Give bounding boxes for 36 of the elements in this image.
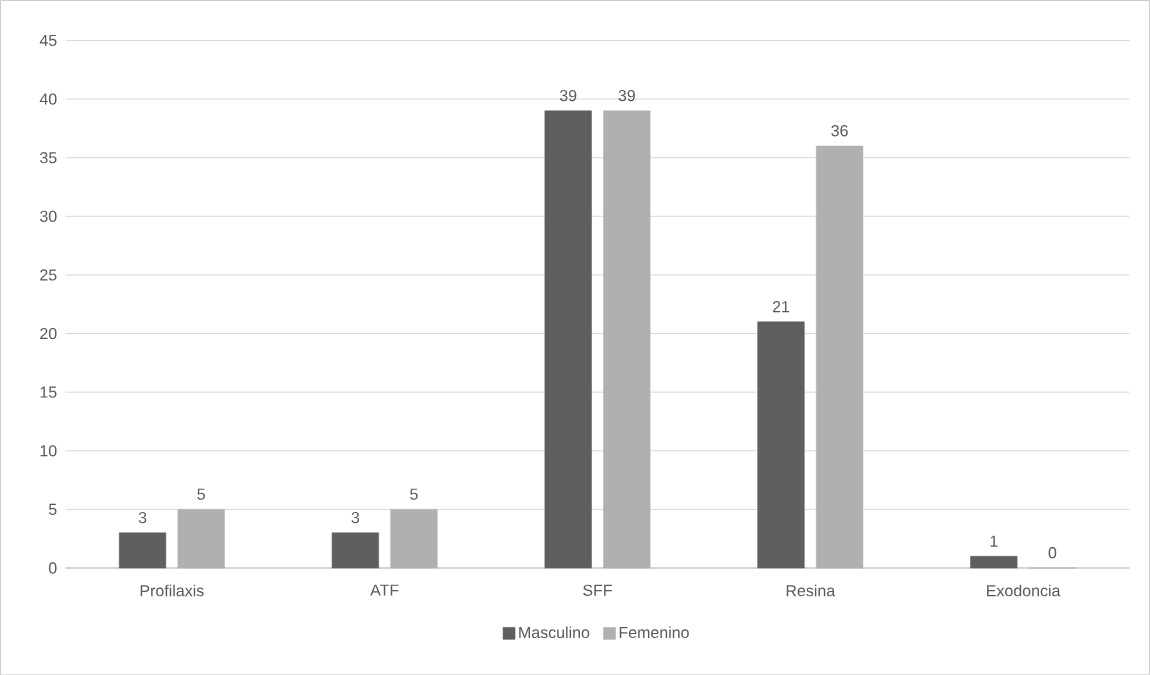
data-label: 39 xyxy=(618,89,635,101)
data-label: 1 xyxy=(990,535,998,547)
data-label: 0 xyxy=(1048,546,1057,559)
bar xyxy=(177,508,225,569)
y-tick-label: 25 xyxy=(40,269,57,281)
y-tick-label: 15 xyxy=(40,386,57,398)
y-tick-label: 30 xyxy=(40,210,57,222)
x-tick-label: Exodoncia xyxy=(987,584,1061,597)
legend-label: Femenino xyxy=(619,626,689,638)
x-tick-label: ATF xyxy=(370,584,399,596)
y-tick-label: 45 xyxy=(39,34,57,46)
data-label: 5 xyxy=(197,488,205,500)
x-tick-label: SFF xyxy=(583,584,612,596)
data-label: 36 xyxy=(831,124,848,137)
y-tick-label: 40 xyxy=(39,93,57,105)
bar xyxy=(970,555,1018,569)
bar xyxy=(544,110,592,569)
bar xyxy=(603,110,651,569)
y-tick-label: 0 xyxy=(48,562,57,574)
data-label: 3 xyxy=(138,511,147,524)
y-tick-label: 20 xyxy=(40,327,57,339)
y-tick-label: 5 xyxy=(48,503,57,515)
y-tick-label: 10 xyxy=(40,444,57,457)
data-label: 5 xyxy=(410,488,418,500)
bar xyxy=(118,532,167,569)
bar xyxy=(816,145,864,569)
bar xyxy=(757,321,805,569)
data-label: 3 xyxy=(351,511,360,524)
data-label: 21 xyxy=(772,300,790,313)
x-tick-label: Profilaxis xyxy=(140,584,204,597)
legend-label: Masculino xyxy=(519,626,590,638)
data-label: 39 xyxy=(559,89,577,101)
bar xyxy=(331,532,379,569)
x-tick-label: Resina xyxy=(786,584,836,597)
bar xyxy=(390,508,438,569)
y-tick-label: 35 xyxy=(40,151,57,164)
